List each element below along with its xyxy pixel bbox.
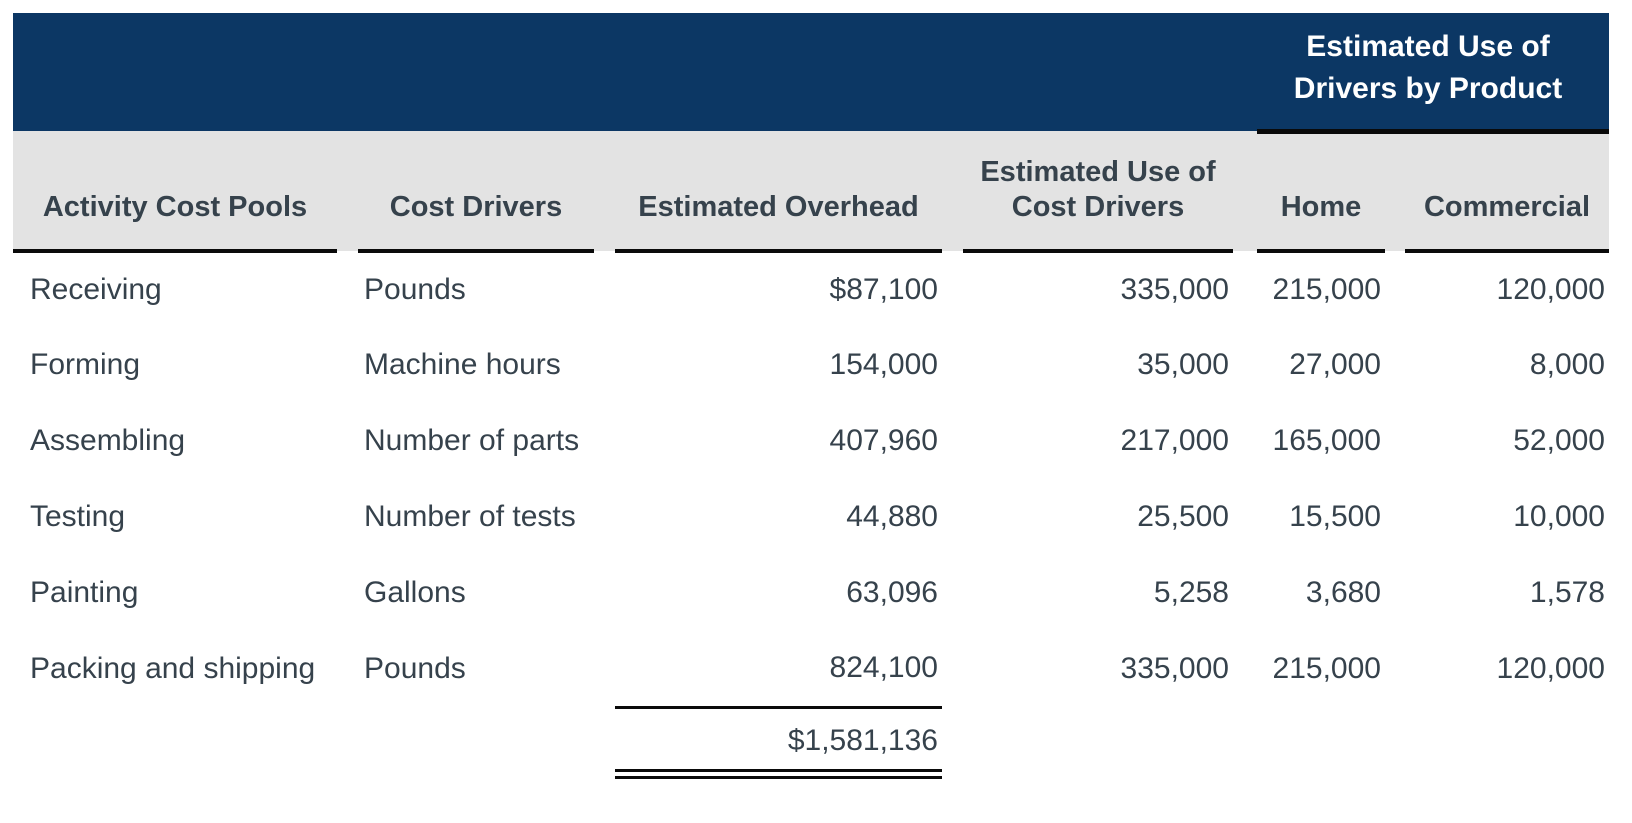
column-gap bbox=[1233, 403, 1257, 479]
column-gap bbox=[594, 131, 615, 251]
table-row: Assembling Number of parts 407,960 217,0… bbox=[13, 403, 1609, 479]
banner-row: Estimated Use of Drivers by Product bbox=[13, 13, 1609, 134]
column-gap bbox=[1385, 479, 1405, 555]
column-gap bbox=[1385, 555, 1405, 631]
table-row: Receiving Pounds $87,100 335,000 215,000… bbox=[13, 251, 1609, 327]
column-gap bbox=[594, 403, 615, 479]
cell-estimated-overhead: 63,096 bbox=[846, 576, 938, 609]
cell-home: 27,000 bbox=[1289, 348, 1381, 381]
cell-home: 215,000 bbox=[1272, 273, 1381, 306]
cell-estimated-use: 5,258 bbox=[1153, 576, 1229, 609]
column-gap bbox=[337, 555, 358, 631]
column-gap bbox=[337, 251, 358, 327]
column-gap bbox=[942, 251, 963, 327]
column-gap bbox=[1233, 631, 1257, 707]
cell-activity: Painting bbox=[30, 576, 139, 609]
column-header-home: Home bbox=[1257, 131, 1385, 253]
cell-estimated-use: 335,000 bbox=[1120, 652, 1229, 685]
cell-activity: Assembling bbox=[30, 424, 186, 457]
total-row: $1,581,136 bbox=[13, 705, 1609, 779]
cell-home: 165,000 bbox=[1272, 424, 1381, 457]
column-gap bbox=[942, 327, 963, 403]
cell-commercial: 10,000 bbox=[1513, 500, 1605, 533]
cell-commercial: 8,000 bbox=[1529, 348, 1605, 381]
table-row: Testing Number of tests 44,880 25,500 15… bbox=[13, 479, 1609, 555]
column-gap bbox=[942, 631, 963, 707]
cell-estimated-use: 25,500 bbox=[1137, 500, 1229, 533]
cell-home: 215,000 bbox=[1272, 652, 1381, 685]
column-gap bbox=[594, 555, 615, 631]
column-gap bbox=[1385, 631, 1405, 707]
column-gap bbox=[594, 631, 615, 707]
cell-estimated-use: 217,000 bbox=[1120, 424, 1229, 457]
cell-estimated-overhead: 154,000 bbox=[829, 348, 938, 381]
column-gap bbox=[594, 707, 615, 774]
column-header-row: Activity Cost Pools Cost Drivers Estimat… bbox=[13, 131, 1609, 253]
cell-estimated-overhead: 44,880 bbox=[846, 500, 938, 533]
column-gap bbox=[594, 327, 615, 403]
table-row: Packing and shipping Pounds 824,100 335,… bbox=[13, 631, 1609, 707]
table-row: Painting Gallons 63,096 5,258 3,680 1,57… bbox=[13, 555, 1609, 631]
cell-activity: Forming bbox=[30, 348, 141, 381]
column-gap bbox=[942, 479, 963, 555]
cell-estimated-overhead: 407,960 bbox=[829, 424, 938, 457]
column-gap bbox=[1233, 327, 1257, 403]
column-gap bbox=[942, 555, 963, 631]
cell-activity: Receiving bbox=[30, 273, 162, 306]
cell-cost-driver: Gallons bbox=[364, 576, 466, 609]
cell-cost-driver: Machine hours bbox=[364, 348, 561, 381]
empty-cell bbox=[13, 707, 337, 774]
column-gap bbox=[1385, 251, 1405, 327]
column-gap bbox=[1233, 479, 1257, 555]
cell-estimated-use: 35,000 bbox=[1137, 348, 1229, 381]
cell-cost-driver: Number of tests bbox=[364, 500, 576, 533]
column-gap bbox=[1233, 555, 1257, 631]
cell-cost-driver: Pounds bbox=[364, 652, 466, 685]
column-gap bbox=[337, 327, 358, 403]
column-gap bbox=[337, 707, 358, 774]
column-header-cost-drivers: Cost Drivers bbox=[358, 131, 594, 253]
cell-home: 3,680 bbox=[1305, 576, 1381, 609]
column-gap bbox=[337, 131, 358, 251]
banner-spacer-cell bbox=[13, 13, 1257, 131]
drivers-by-product-header: Estimated Use of Drivers by Product bbox=[1257, 13, 1609, 134]
cell-estimated-use: 335,000 bbox=[1120, 273, 1229, 306]
column-gap bbox=[1385, 131, 1405, 251]
empty-cell bbox=[358, 707, 594, 774]
column-header-activity-cost-pools: Activity Cost Pools bbox=[13, 131, 337, 253]
column-gap bbox=[1233, 251, 1257, 327]
cell-commercial: 1,578 bbox=[1529, 576, 1605, 609]
cell-cost-driver: Number of parts bbox=[364, 424, 580, 457]
column-gap bbox=[942, 403, 963, 479]
cell-estimated-overhead: 824,100 bbox=[829, 651, 938, 685]
column-gap bbox=[337, 403, 358, 479]
table-row: Forming Machine hours 154,000 35,000 27,… bbox=[13, 327, 1609, 403]
column-header-commercial: Commercial bbox=[1405, 131, 1609, 253]
column-gap bbox=[1385, 327, 1405, 403]
column-gap bbox=[1385, 403, 1405, 479]
column-gap bbox=[594, 479, 615, 555]
activity-cost-table: Estimated Use of Drivers by Product Acti… bbox=[13, 13, 1609, 779]
cell-activity: Testing bbox=[30, 500, 126, 533]
cell-activity: Packing and shipping bbox=[30, 652, 316, 685]
total-estimated-overhead: $1,581,136 bbox=[615, 705, 942, 779]
cell-commercial: 52,000 bbox=[1513, 424, 1605, 457]
cell-cost-driver: Pounds bbox=[364, 273, 466, 306]
column-gap bbox=[594, 251, 615, 327]
column-gap bbox=[1233, 131, 1257, 251]
empty-cell bbox=[942, 707, 1609, 774]
column-gap bbox=[337, 479, 358, 555]
column-header-estimated-overhead: Estimated Overhead bbox=[615, 131, 942, 253]
cell-commercial: 120,000 bbox=[1496, 273, 1605, 306]
column-header-estimated-use: Estimated Use of Cost Drivers bbox=[963, 131, 1233, 253]
cell-estimated-overhead: $87,100 bbox=[829, 273, 938, 306]
column-gap bbox=[337, 631, 358, 707]
column-gap bbox=[942, 131, 963, 251]
cell-commercial: 120,000 bbox=[1496, 652, 1605, 685]
cell-home: 15,500 bbox=[1289, 500, 1381, 533]
